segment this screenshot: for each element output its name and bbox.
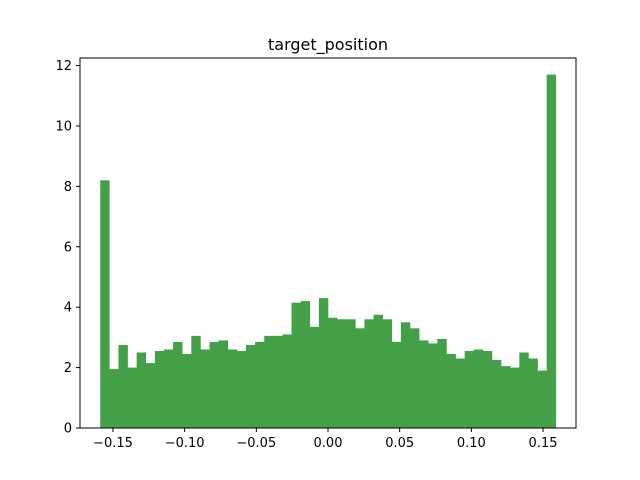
histogram-bar — [546, 74, 557, 429]
histogram-bar — [437, 338, 447, 428]
histogram-bar — [482, 350, 493, 428]
bars-group — [100, 74, 557, 429]
histogram-bar — [227, 349, 238, 428]
y-tick-label: 0 — [64, 422, 72, 437]
x-tick-label: 0.00 — [314, 436, 343, 451]
y-tick-label: 2 — [64, 361, 72, 376]
histogram-bar — [236, 350, 247, 428]
x-tick-label: 0.10 — [457, 436, 486, 451]
histogram-bar — [118, 344, 128, 428]
histogram-bar — [163, 349, 174, 428]
histogram-bar — [182, 354, 192, 428]
histogram-bar — [127, 367, 137, 428]
histogram-bar — [473, 349, 484, 428]
histogram-bar — [291, 302, 301, 428]
histogram-bar — [191, 335, 201, 428]
y-tick-label: 4 — [64, 301, 72, 316]
histogram-bar — [519, 352, 529, 428]
histogram-bar — [328, 317, 338, 428]
histogram-bar — [355, 328, 365, 428]
chart-title: target_position — [268, 35, 388, 55]
histogram-bar — [246, 344, 256, 428]
x-tick-label: −0.05 — [236, 436, 276, 451]
y-tick-label: 10 — [55, 119, 72, 134]
histogram-bar — [145, 363, 156, 428]
histogram-bar — [154, 350, 165, 428]
histogram-bar — [273, 335, 283, 428]
x-tick-label: −0.10 — [165, 436, 205, 451]
y-tick-label: 8 — [64, 180, 72, 195]
histogram-bar — [318, 298, 329, 428]
y-tick-label: 12 — [55, 59, 72, 74]
x-tick-label: 0.05 — [385, 436, 414, 451]
histogram-bar — [410, 328, 420, 428]
histogram-bar — [218, 340, 229, 428]
histogram-bar — [528, 358, 538, 428]
histogram-bar — [346, 319, 356, 428]
histogram-bar — [492, 360, 502, 428]
histogram-bar — [382, 319, 393, 428]
histogram-bar — [464, 350, 475, 428]
histogram-bar — [455, 358, 465, 428]
histogram-bar — [136, 352, 147, 428]
histogram-bar — [255, 341, 265, 428]
histogram-bar — [446, 354, 456, 428]
histogram-bar — [501, 366, 511, 428]
x-tick-label: −0.15 — [93, 436, 133, 451]
histogram-bar — [309, 326, 320, 428]
histogram-bar — [364, 319, 374, 428]
histogram-bar — [209, 341, 219, 428]
histogram-bar — [109, 369, 119, 428]
y-tick-label: 6 — [64, 240, 72, 255]
histogram-bar — [419, 340, 429, 428]
x-tick-label: 0.15 — [529, 436, 558, 451]
histogram-bar — [373, 314, 383, 428]
histogram-bar — [510, 367, 520, 428]
histogram-bar — [428, 343, 438, 428]
histogram-bar — [391, 341, 402, 428]
histogram-bar — [173, 341, 183, 428]
histogram-bar — [282, 334, 292, 428]
histogram-bar — [200, 349, 210, 428]
x-axis-ticks: −0.15 −0.10 −0.05 0.00 0.05 0.10 0.15 — [93, 428, 558, 451]
histogram-bar — [300, 301, 311, 428]
histogram-bar — [264, 335, 274, 428]
histogram-bar — [400, 322, 411, 428]
plot-frame — [79, 57, 577, 429]
histogram-bar — [337, 319, 347, 428]
y-axis-ticks: 0 2 4 6 8 10 12 — [55, 59, 80, 437]
histogram-bar — [537, 370, 547, 428]
histogram-bar — [100, 180, 110, 428]
